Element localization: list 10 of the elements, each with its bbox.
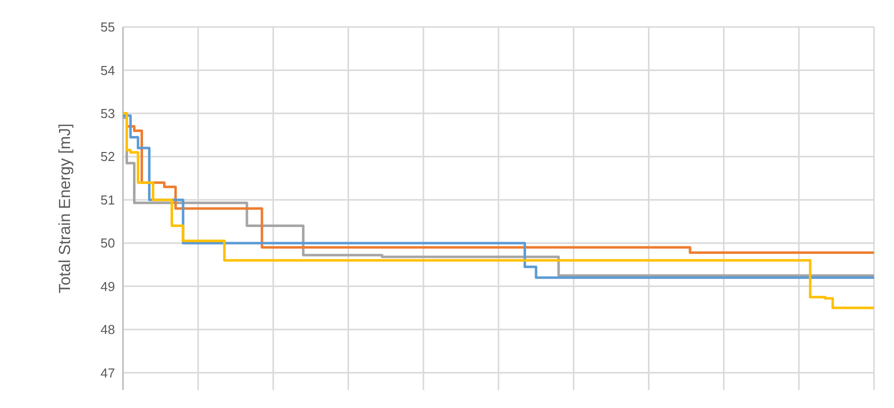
y-tick-label: 54 <box>100 62 115 78</box>
y-tick-label: 53 <box>100 106 115 121</box>
y-tick-label: 55 <box>100 20 115 35</box>
y-tick-label: 47 <box>100 365 115 380</box>
y-tick-label: 49 <box>100 278 115 294</box>
y-axis-title: Total Strain Energy [mJ] <box>57 124 74 294</box>
y-tick-label: 52 <box>100 149 115 164</box>
y-tick-label: 50 <box>100 236 115 251</box>
y-tick-label: 51 <box>100 192 115 208</box>
y-tick-label: 48 <box>100 322 115 338</box>
